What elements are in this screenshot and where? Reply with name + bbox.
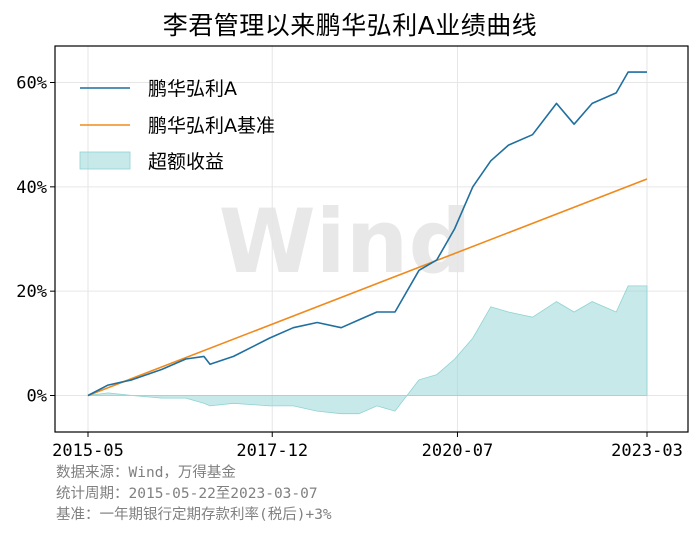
x-tick-label: 2020-07 — [422, 441, 494, 461]
footnote-benchmark: 基准：一年期银行定期存款利率(税后)+3% — [56, 507, 332, 523]
watermark: Wind — [219, 190, 472, 293]
legend-swatch-excess — [79, 151, 131, 170]
legend-label-benchmark: 鹏华弘利A基准 — [148, 115, 275, 137]
x-tick-label: 2023-03 — [611, 441, 683, 461]
area-layer — [87, 285, 648, 415]
legend: 鹏华弘利A 鹏华弘利A基准 超额收益 — [79, 78, 275, 173]
footnotes: 数据来源：Wind，万得基金 统计周期：2015-05-22至2023-03-0… — [56, 463, 332, 526]
fund-line — [87, 71, 647, 397]
footnote-period: 统计周期：2015-05-22至2023-03-07 — [56, 486, 318, 502]
legend-label-fund: 鹏华弘利A — [148, 78, 237, 100]
legend-label-excess: 超额收益 — [148, 151, 224, 173]
chart-title: 李君管理以来鹏华弘利A业绩曲线 — [162, 11, 538, 40]
x-tick-label: 2015-05 — [52, 441, 124, 461]
y-tick-label: 0% — [27, 386, 47, 406]
chart-svg: Wind 0% 20% 40% 60% 2015-05 2017-12 2020-07 202… — [16, 45, 689, 461]
plot-frame — [54, 45, 689, 433]
y-tick-label: 60% — [16, 74, 47, 94]
x-tick-label: 2017-12 — [236, 441, 308, 461]
excess-area — [87, 285, 648, 415]
line-layer — [87, 71, 648, 397]
axes-layer: 0% 20% 40% 60% 2015-05 2017-12 2020-07 2023-03 — [16, 45, 689, 461]
y-tick-label: 40% — [16, 178, 47, 198]
y-tick-label: 20% — [16, 282, 47, 302]
benchmark-line — [87, 178, 648, 397]
footnote-source: 数据来源：Wind，万得基金 — [56, 465, 236, 481]
